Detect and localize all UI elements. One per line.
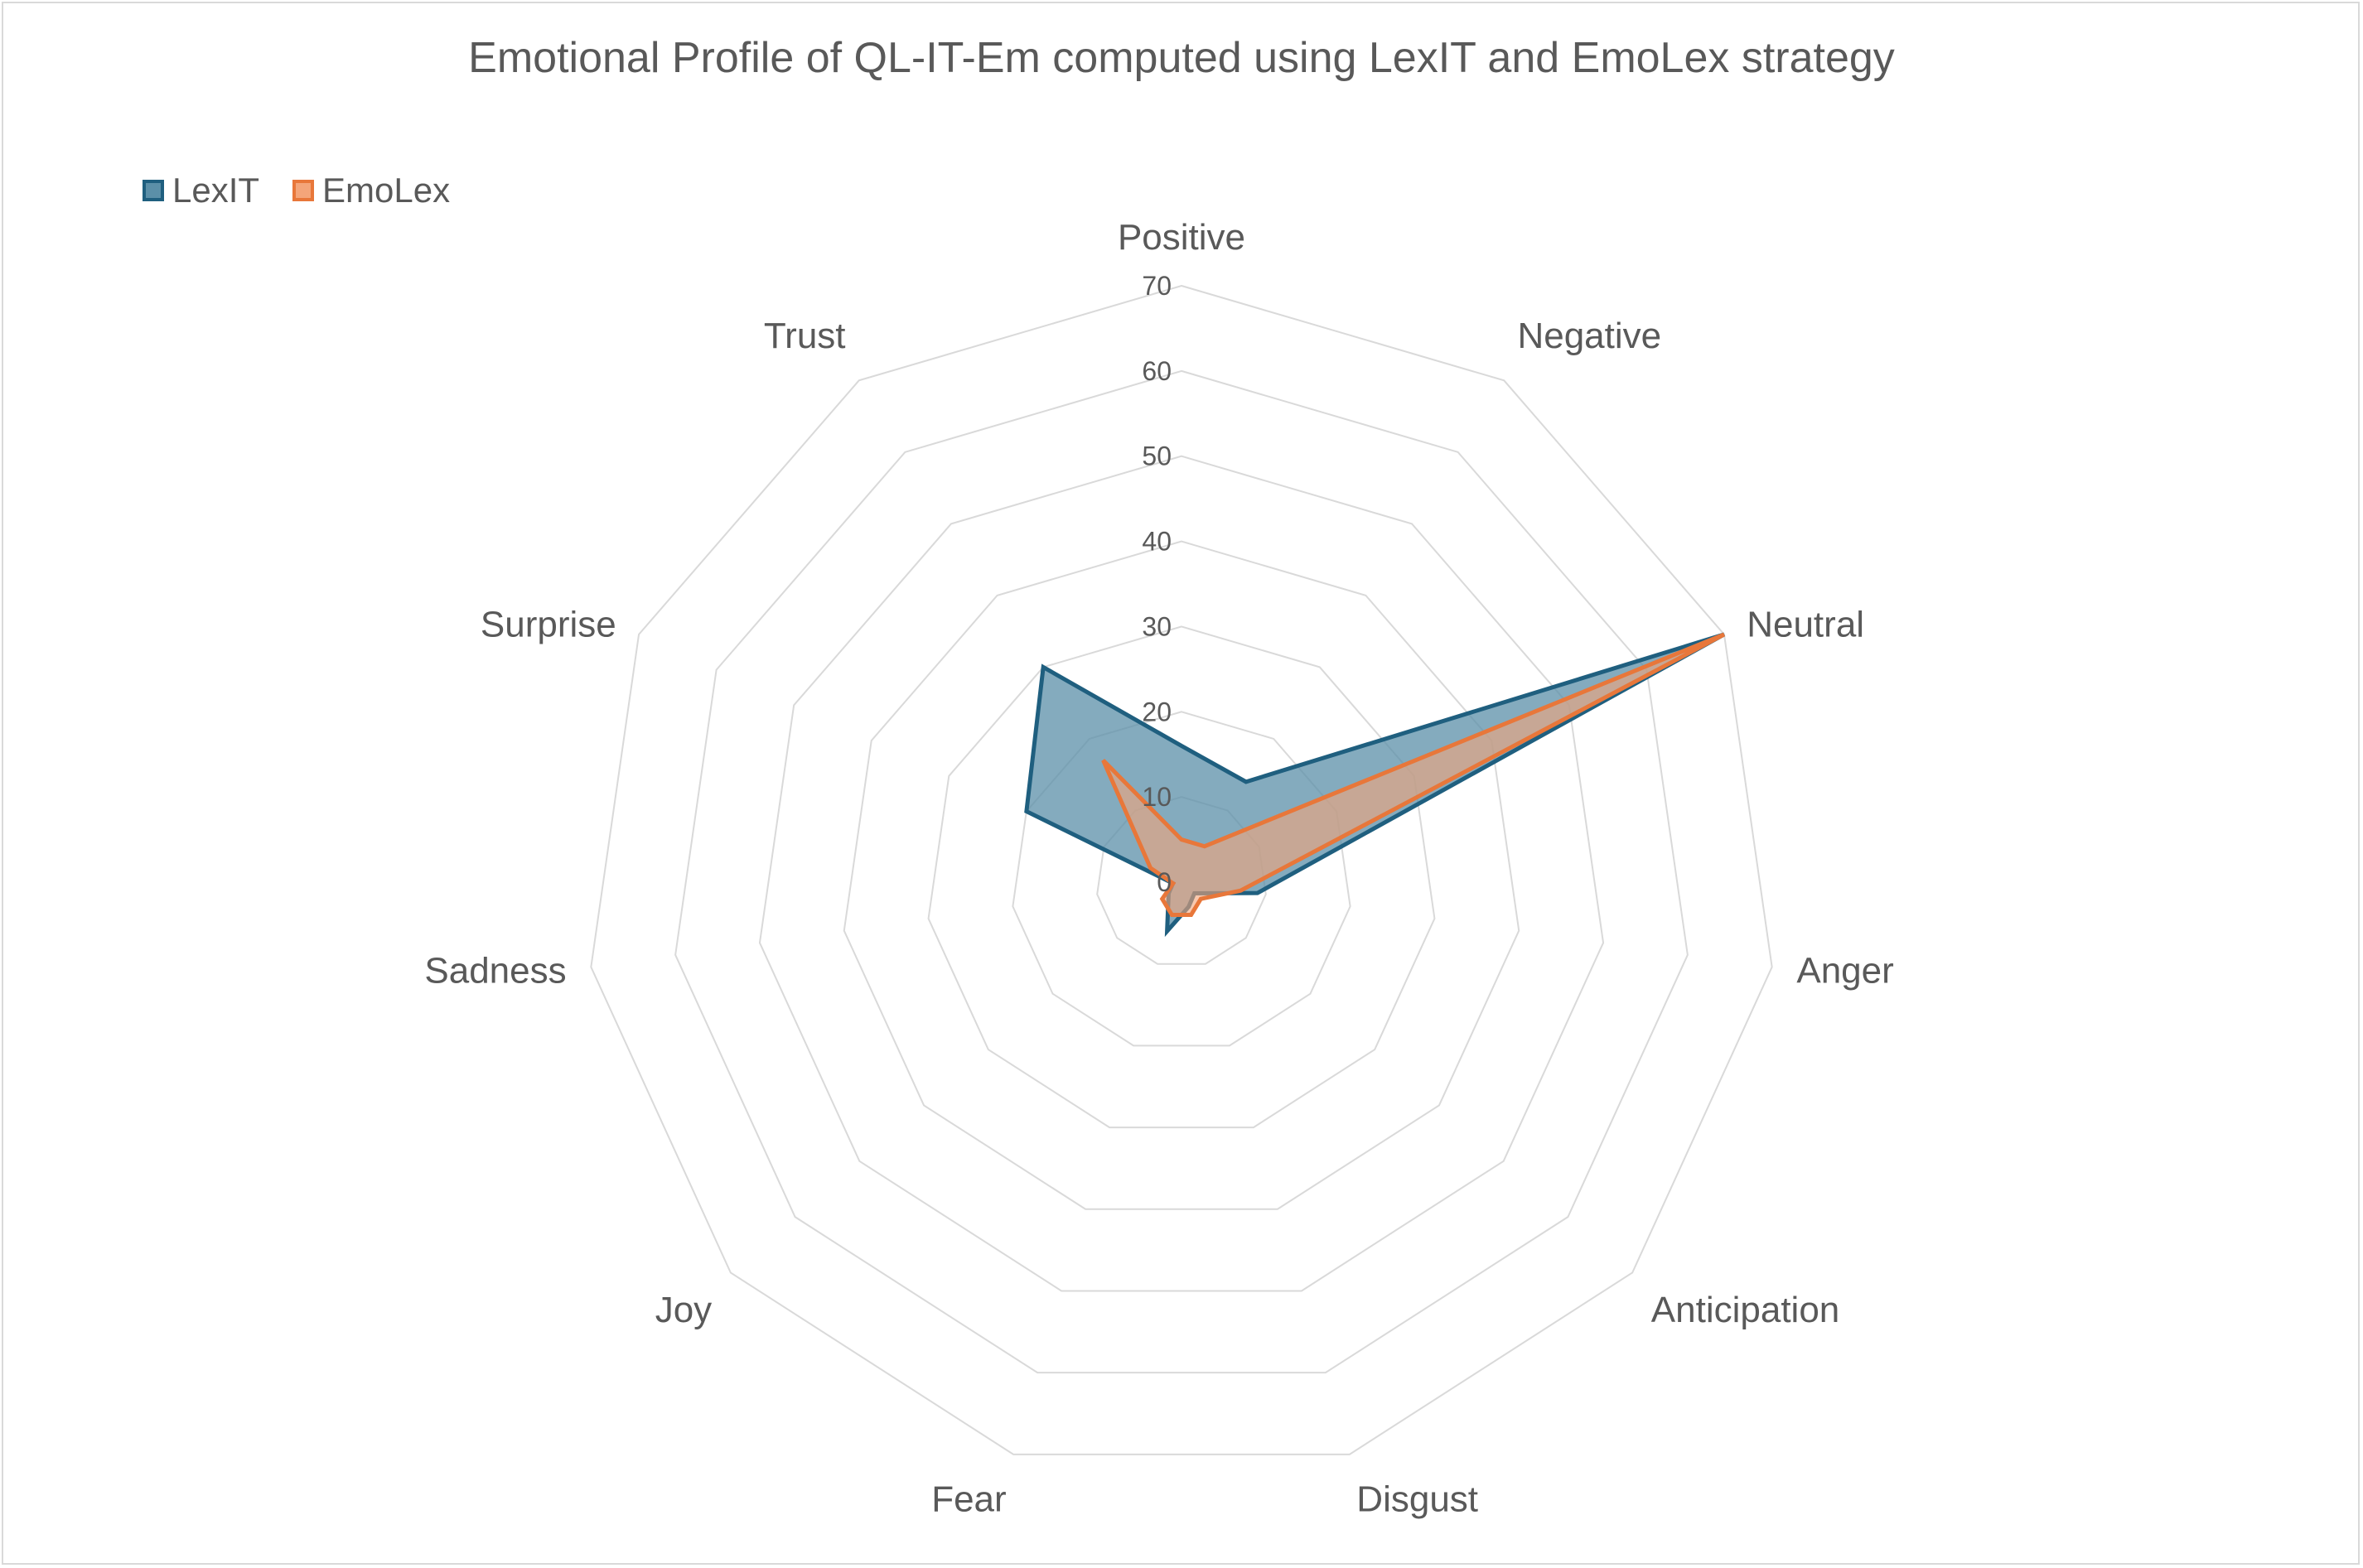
legend-swatch-emolex [292,180,315,201]
radar-axis-labels: Positive Negative Neutral Anger Anticipation… [424,217,1893,1520]
tick-label-20: 20 [1142,697,1172,726]
chart-title: Emotional Profile of QL-IT-Em computed u… [468,34,1895,82]
tick-label-70: 70 [1142,271,1172,301]
axis-label-anticipation: Anticipation [1651,1290,1839,1330]
axis-label-anger: Anger [1796,951,1893,991]
legend-swatch-lexit [143,180,164,201]
tick-label-0: 0 [1157,867,1172,897]
grid-ring-60 [674,369,1689,1374]
axis-label-surprise: Surprise [481,604,616,644]
axis-label-sadness: Sadness [424,951,566,991]
axis-label-positive: Positive [1118,217,1245,258]
legend: LexIT EmoLex [143,171,483,210]
axis-label-trust: Trust [764,316,846,356]
tick-label-10: 10 [1142,782,1172,812]
legend-label-emolex: EmoLex [322,171,451,210]
axis-label-disgust: Disgust [1356,1479,1478,1520]
radar-ticks: 0 10 20 30 40 50 60 70 [1142,271,1172,897]
radar-series [1024,632,1726,938]
axis-label-negative: Negative [1517,316,1661,356]
axis-label-fear: Fear [931,1479,1006,1520]
tick-label-30: 30 [1142,611,1172,641]
axis-label-neutral: Neutral [1747,604,1864,644]
legend-label-lexit: LexIT [172,171,260,210]
grid-ring-70 [590,284,1773,1455]
tick-label-60: 60 [1142,356,1172,386]
legend-item-lexit: LexIT [143,171,259,210]
series-emolex-area [1101,632,1726,917]
axis-label-joy: Joy [655,1290,712,1330]
tick-label-50: 50 [1142,441,1172,471]
grid-ring-50 [758,455,1605,1292]
tick-label-40: 40 [1142,527,1172,557]
legend-item-emolex: EmoLex [292,171,450,210]
